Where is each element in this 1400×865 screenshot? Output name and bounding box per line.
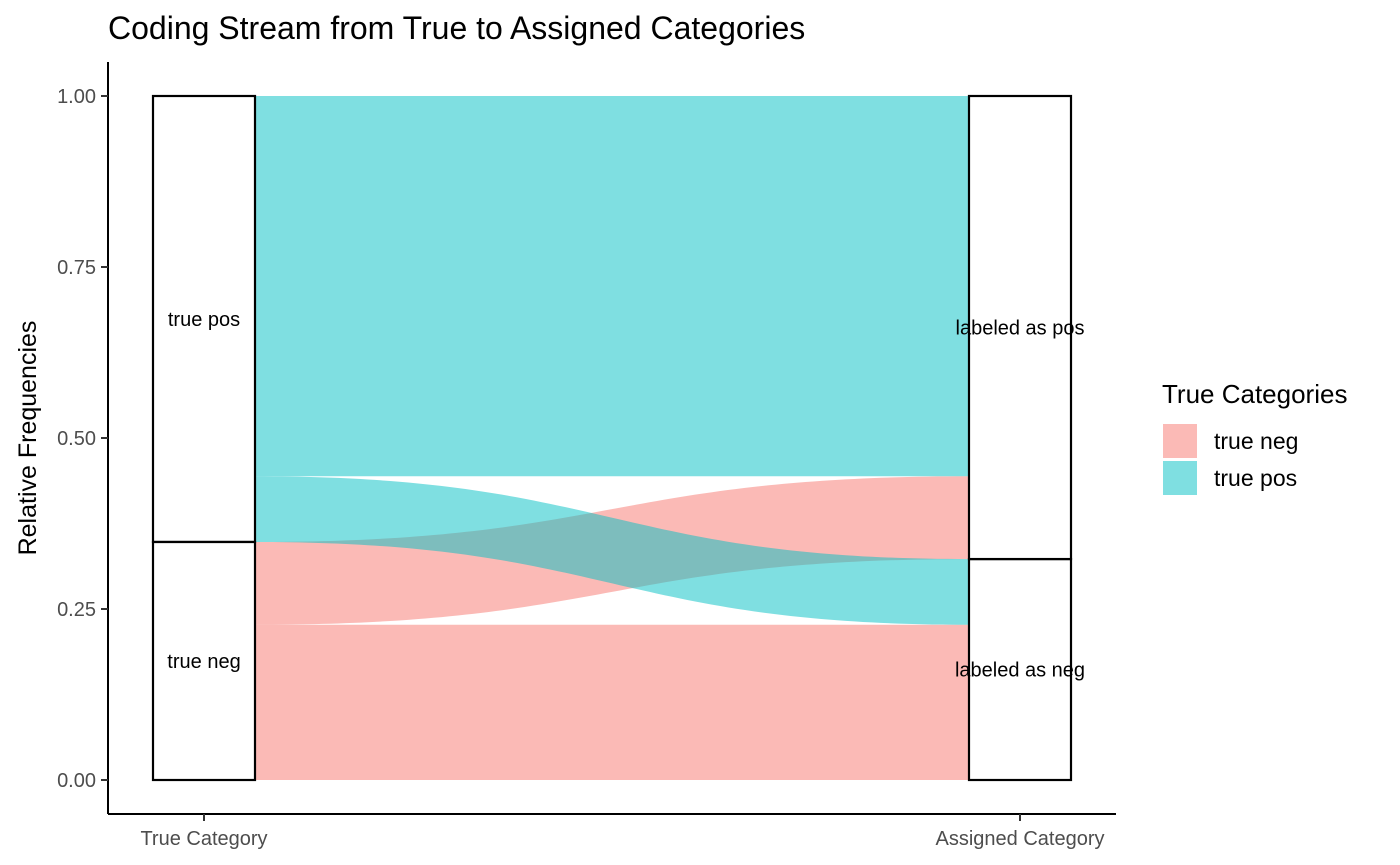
legend-swatch: [1163, 461, 1197, 495]
x-tick-label: True Category: [140, 828, 267, 850]
flow-ribbon-2: [255, 476, 969, 625]
y-tick-label: 0.50: [57, 428, 96, 450]
legend-swatch: [1163, 424, 1197, 458]
x-tick-label: Assigned Category: [936, 828, 1105, 850]
legend-label: true pos: [1214, 465, 1297, 491]
stratum-label: true neg: [167, 651, 240, 673]
plot-area: true neg true pos labeled as neg labeled as…: [151, 94, 1085, 782]
legend-title: True Categories: [1162, 379, 1347, 409]
stratum-box: [967, 94, 1073, 561]
stratum-box: [151, 94, 257, 544]
legend-label: true neg: [1214, 428, 1298, 454]
legend: True Categories true neg true pos: [1162, 379, 1347, 495]
stratum-label: labeled as pos: [956, 318, 1085, 340]
y-tick-label: 0.00: [57, 770, 96, 792]
axes: 0.00 0.25 0.50 0.75 1.00 True Category Assigne…: [14, 62, 1116, 850]
y-tick-label: 1.00: [57, 86, 96, 108]
stratum-label: true pos: [168, 309, 240, 331]
y-axis-title: Relative Frequencies: [14, 321, 42, 556]
stratum-label: labeled as neg: [955, 660, 1085, 682]
y-tick-label: 0.25: [57, 599, 96, 621]
y-tick-label: 0.75: [57, 257, 96, 279]
flow-ribbon-3: [255, 96, 969, 477]
chart-title: Coding Stream from True to Assigned Cate…: [108, 10, 805, 46]
flow-ribbon-0: [255, 624, 969, 780]
